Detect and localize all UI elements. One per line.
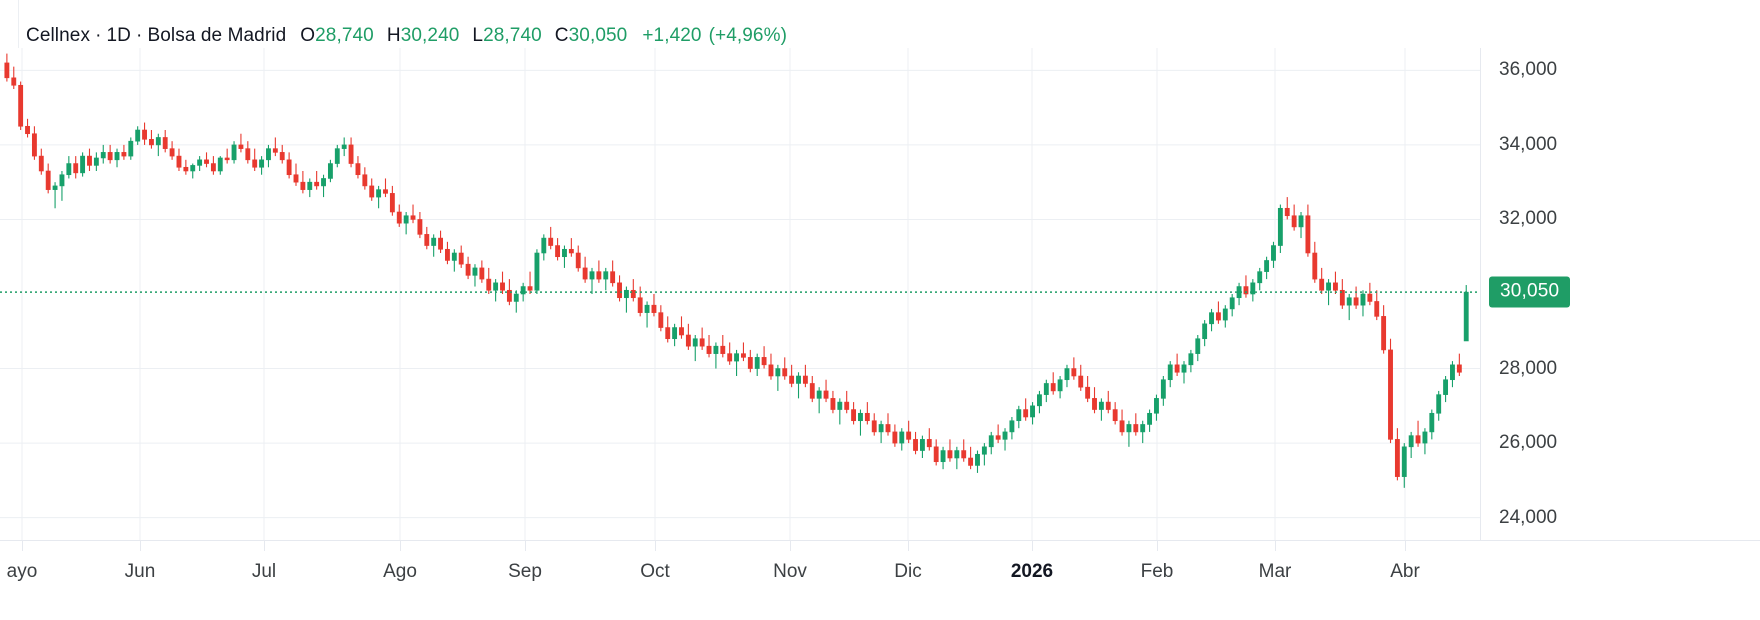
time-tick-label: Jul (251, 561, 277, 582)
candlestick-plot-area[interactable] (0, 48, 1480, 540)
time-tick-label: ayo (6, 561, 38, 582)
ohlc-low-value: 28,740 (483, 25, 542, 46)
time-tick-label: Oct (640, 561, 670, 582)
ohlc-open: O28,740 (300, 25, 374, 47)
time-tick-mark (1032, 541, 1033, 551)
chart-legend: Cellnex · 1D · Bolsa de Madrid O28,740 H… (26, 25, 787, 47)
price-axis[interactable]: 36,000 34,000 32,000 28,000 26,000 24,000 30,0… (1480, 48, 1760, 540)
ohlc-values: O28,740 H30,240 L28,740 C30,050 +1,420 (… (300, 25, 787, 47)
ohlc-open-tag: O (300, 25, 316, 46)
time-tick-label: Abr (1390, 561, 1420, 582)
time-axis[interactable]: ayo Jun Jul Ago Sep Oct Nov Dic 2026 Feb Mar Abr (0, 540, 1760, 620)
time-tick-label: Mar (1258, 561, 1292, 582)
symbol-label[interactable]: Cellnex (26, 25, 91, 46)
time-tick-mark (655, 541, 656, 551)
time-tick-mark (1275, 541, 1276, 551)
ohlc-high-tag: H (386, 25, 401, 46)
time-tick-mark (790, 541, 791, 551)
time-tick-mark (140, 541, 141, 551)
time-tick-mark (1405, 541, 1406, 551)
candlestick-series (4, 53, 1469, 488)
ohlc-low: L28,740 (472, 25, 541, 47)
price-tick-label: 24,000 (1499, 506, 1558, 528)
time-tick-mark (22, 541, 23, 551)
price-tick-label: 34,000 (1499, 133, 1558, 155)
ohlc-low-tag: L (472, 25, 484, 46)
ohlc-open-value: 28,740 (315, 25, 374, 46)
legend-separator-1: · (95, 25, 102, 46)
time-tick-label: 2026 (1010, 561, 1054, 582)
last-price-badge[interactable]: 30,050 (1489, 276, 1571, 308)
exchange-label: Bolsa de Madrid (147, 25, 287, 46)
ohlc-close-value: 30,050 (568, 25, 628, 46)
time-tick-label: Dic (894, 561, 922, 582)
price-tick-label: 28,000 (1499, 357, 1558, 379)
ohlc-high: H30,240 (387, 25, 460, 47)
price-tick-label: 36,000 (1499, 59, 1558, 81)
time-tick-label: Ago (383, 561, 417, 582)
time-tick-label: Nov (773, 561, 807, 582)
ohlc-close-tag: C (554, 25, 569, 46)
time-tick-label: Sep (508, 561, 542, 582)
time-tick-mark (264, 541, 265, 551)
ohlc-high-value: 30,240 (400, 25, 460, 46)
time-tick-label: Feb (1140, 561, 1174, 582)
last-price-line (0, 291, 1480, 293)
time-tick-mark (400, 541, 401, 551)
price-tick-label: 26,000 (1499, 432, 1558, 454)
change-absolute: +1,420 (642, 25, 702, 46)
time-tick-mark (1157, 541, 1158, 551)
time-tick-mark (908, 541, 909, 551)
interval-label[interactable]: 1D (106, 25, 132, 46)
ohlc-close: C30,050 (555, 25, 628, 47)
change-percent: (+4,96%) (708, 25, 788, 46)
time-tick-label: Jun (124, 561, 156, 582)
legend-separator-2: · (136, 25, 143, 46)
price-tick-label: 32,000 (1499, 208, 1558, 230)
time-tick-mark (525, 541, 526, 551)
